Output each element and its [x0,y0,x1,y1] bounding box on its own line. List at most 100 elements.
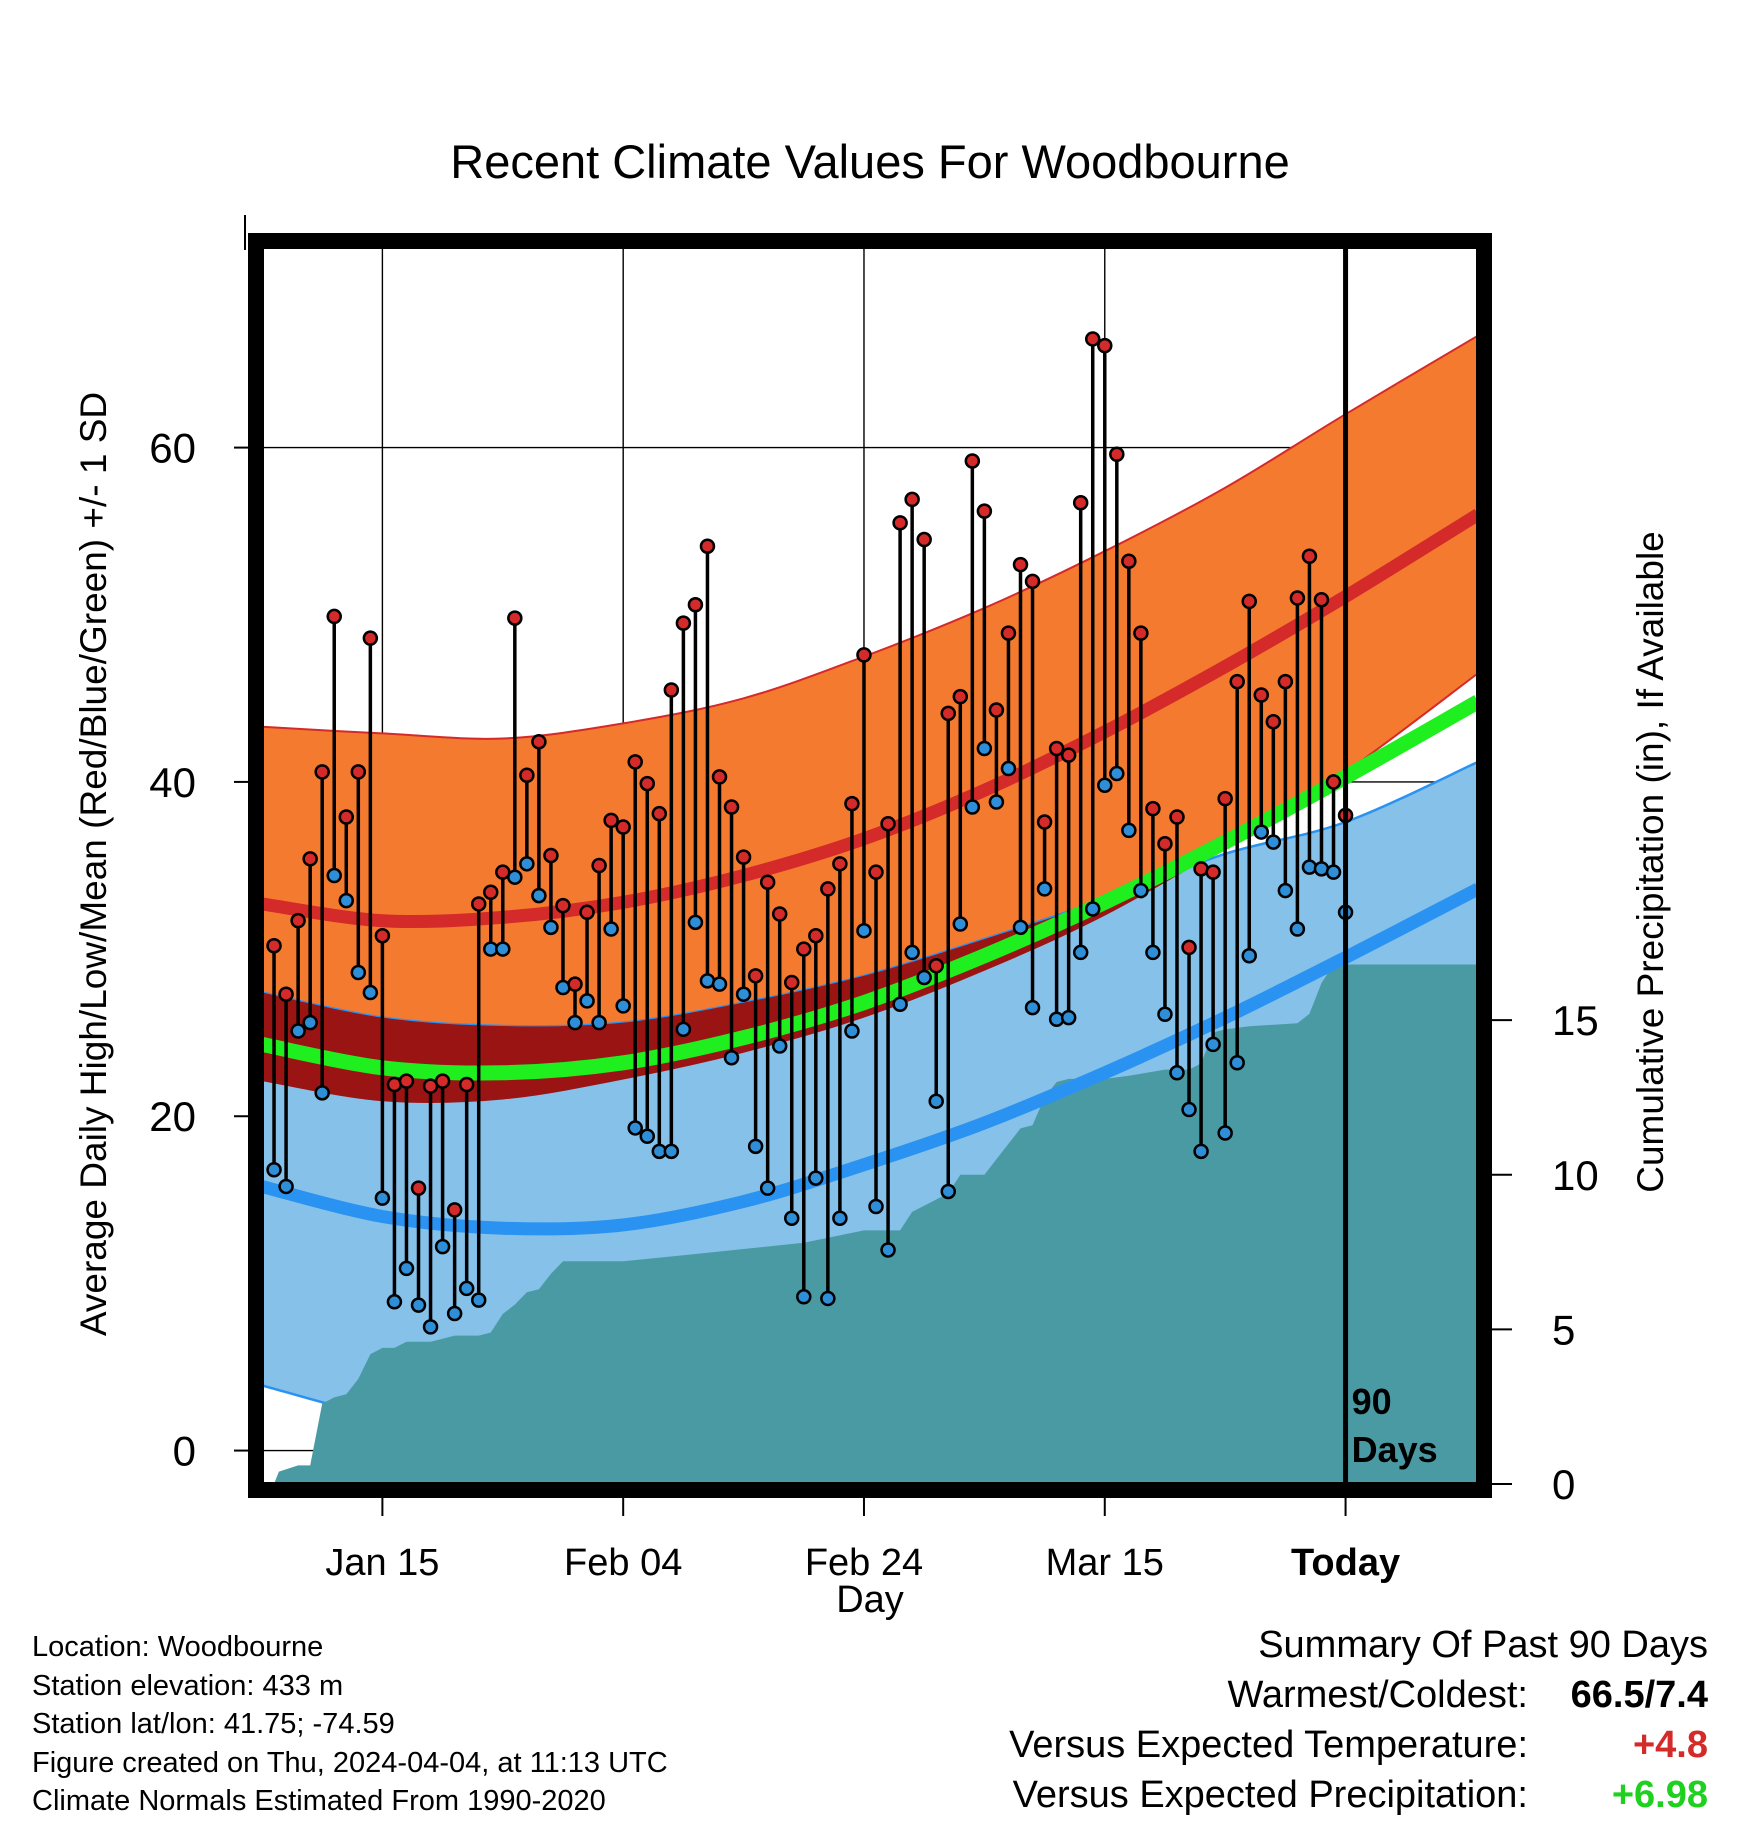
high-point [434,1073,451,1089]
low-point [446,1305,463,1322]
high-point [747,968,764,984]
y-axis-label-left: Average Daily High/Low/Mean (Red/Blue/Gr… [73,392,114,1336]
low-point [747,1138,764,1155]
low-point [783,1210,800,1226]
low-point [964,799,981,815]
period-label-bottom: Days [1352,1429,1438,1470]
low-point [1145,944,1161,961]
low-point [735,986,752,1002]
high-point [639,775,656,792]
y-tick-label-left: 0 [173,1428,196,1475]
plot-clip-group [262,247,1478,1484]
plot-frame [248,233,1492,1498]
y-tick-label-right: 0 [1552,1461,1575,1508]
temp-value: +4.8 [1632,1724,1708,1766]
high-point [952,688,969,705]
y-tick-label-left: 20 [149,1093,196,1140]
low-point [398,1260,415,1277]
low-point [627,1120,643,1136]
low-point [759,1180,776,1196]
warmest-value: 66.5/7.4 [1570,1674,1708,1716]
low-point [928,1093,944,1109]
low-point [808,1170,824,1186]
low-point [386,1294,403,1310]
high-point [314,764,330,780]
y-tick-label-right: 10 [1552,1152,1599,1199]
high-point [651,805,668,822]
low-point [519,856,535,872]
high-point [675,615,692,631]
high-point [844,795,860,812]
high-point [1133,625,1149,641]
low-point [796,1289,812,1305]
x-tick-label: Today [1291,1542,1400,1584]
location-line: Location: Woodbourne [32,1631,324,1663]
low-point [1109,765,1125,782]
x-tick-label: Feb 24 [805,1542,923,1584]
low-point [290,1023,306,1039]
low-point [1181,1101,1197,1118]
x-tick-label: Feb 04 [564,1542,682,1584]
low-point [904,944,920,961]
low-point [952,916,969,932]
precip-row: Versus Expected Precipitation: +6.98 [1009,1770,1708,1820]
low-point [410,1297,427,1313]
low-point [1060,1009,1077,1026]
low-point [639,1128,656,1145]
x-axis-label: Day [836,1579,904,1620]
low-point [470,1292,487,1308]
high-point [398,1073,415,1089]
high-point [687,596,704,613]
y-tick-label-left: 60 [149,425,196,472]
high-point [458,1076,475,1093]
high-point [916,531,932,548]
high-point [711,769,728,785]
high-point [1036,814,1053,830]
high-point [350,764,367,780]
high-point [579,904,595,921]
low-point [1169,1065,1185,1081]
low-point [314,1085,330,1101]
high-point [1012,556,1029,573]
low-point [940,1183,957,1200]
high-point [1181,939,1197,956]
high-point [1169,809,1185,825]
high-point [771,906,788,922]
low-point [1012,919,1029,936]
chart-title: Recent Climate Values For Woodbourne [450,135,1289,188]
high-point [1301,548,1318,564]
high-point [615,819,631,835]
low-point [1072,944,1089,961]
low-point [723,1049,740,1066]
low-point [1241,948,1257,964]
elevation-line: Station elevation: 433 m [32,1669,344,1702]
low-point [615,998,631,1014]
high-point [483,884,499,900]
high-point [988,702,1005,718]
low-point [892,996,908,1012]
temp-label: Versus Expected Temperature: [1009,1724,1528,1766]
precip-label: Versus Expected Precipitation: [1012,1774,1528,1816]
high-point [302,851,318,867]
high-point [338,809,355,825]
high-point [374,927,391,944]
high-point [410,1180,427,1196]
high-point [627,754,643,770]
high-point [735,849,752,865]
low-point [1229,1055,1245,1071]
high-point [519,767,535,783]
high-point [1145,800,1161,817]
high-point [796,941,812,957]
low-point [1289,921,1306,937]
y-tick-label-right: 15 [1552,997,1599,1044]
high-point [290,912,306,929]
high-point [1313,591,1330,608]
low-point [1024,999,1041,1016]
low-point [1193,1143,1209,1160]
high-point [1000,625,1017,641]
high-point [783,974,800,991]
high-point [1024,573,1041,590]
high-point [278,986,294,1002]
low-point [1265,834,1282,850]
high-point [1325,774,1342,790]
